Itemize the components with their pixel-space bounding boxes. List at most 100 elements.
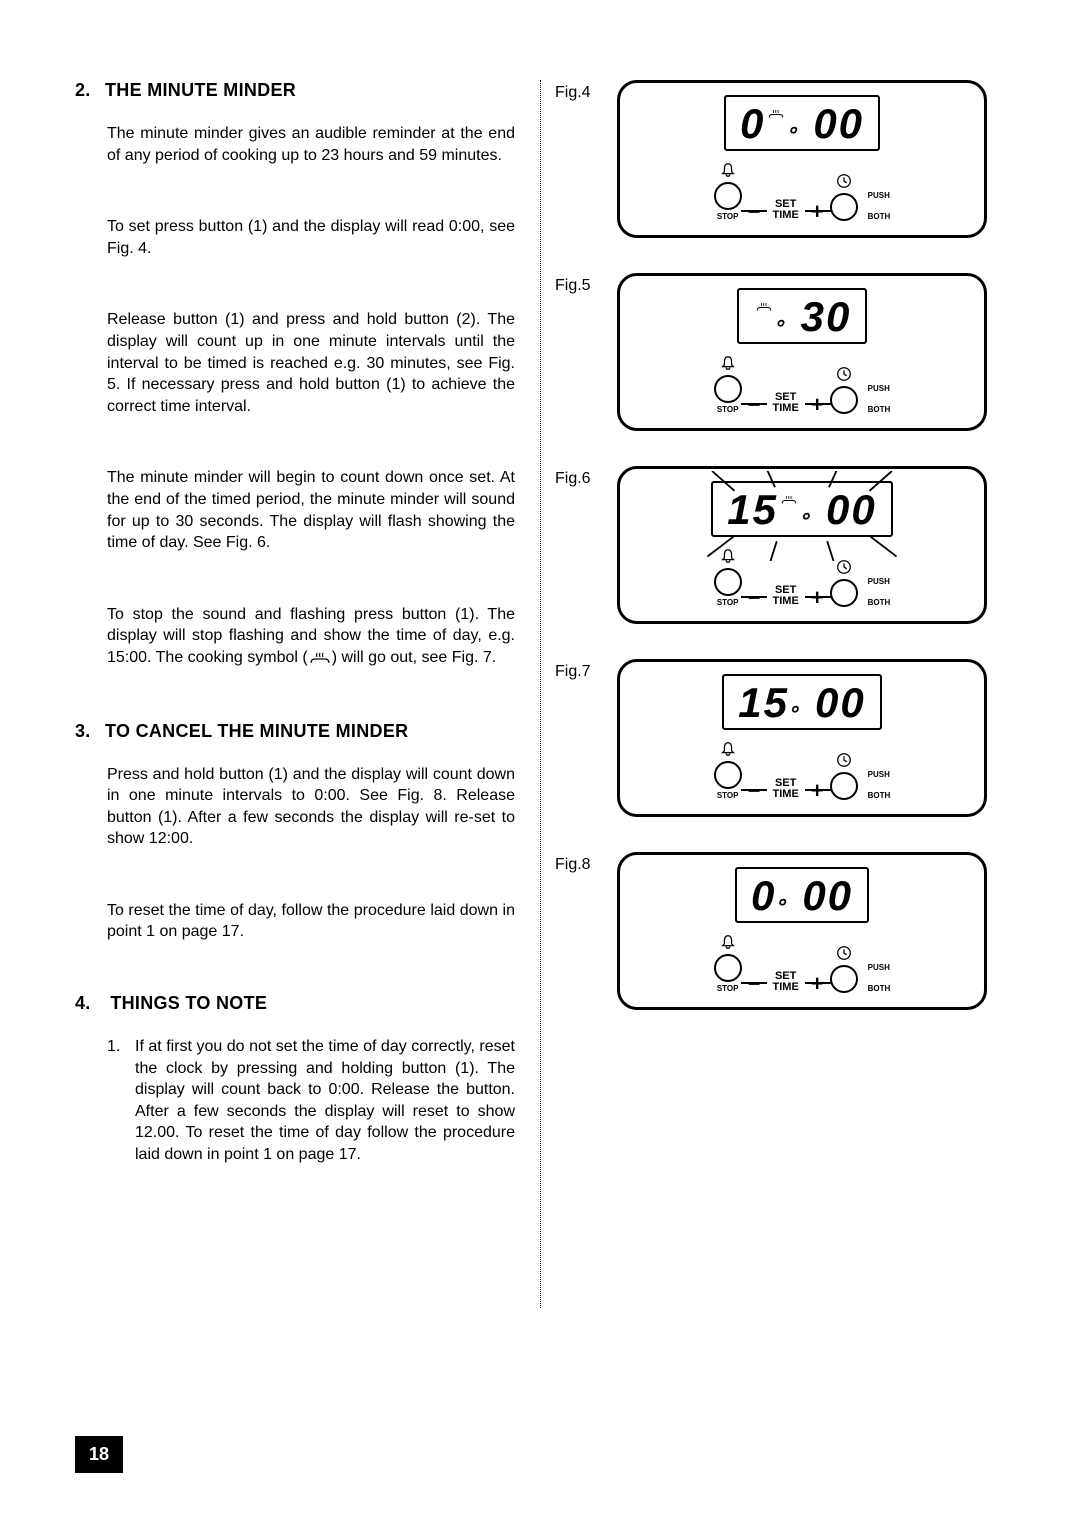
clock-icon — [835, 558, 853, 579]
stop-button-group: STOP — [714, 933, 742, 993]
left-column: 2.THE MINUTE MINDER The minute minder gi… — [75, 80, 515, 1166]
figure-row: Fig.8 0。00 STOP − SETTIME + PUSH — [555, 852, 1005, 1010]
para-2: To set press button (1) and the display … — [107, 216, 515, 259]
stop-button[interactable] — [714, 568, 742, 596]
lcd-digits: 0。00 — [740, 100, 864, 147]
clock-button[interactable] — [830, 772, 858, 800]
lcd-digits: 15。00 — [738, 679, 865, 726]
timer-panel: 15。00 STOP − SETTIME + PUSHBOTH — [617, 659, 987, 817]
plus-label: + — [811, 589, 824, 607]
para-7: To reset the time of day, follow the pro… — [107, 900, 515, 943]
controls-row: STOP − SETTIME + PUSHBOTH — [632, 354, 972, 414]
page-number: 18 — [75, 1436, 123, 1473]
stop-button[interactable] — [714, 761, 742, 789]
heat-icon — [767, 105, 785, 123]
controls-row: STOP − SETTIME + PUSHBOTH — [632, 161, 972, 221]
set-time-label: SETTIME — [767, 585, 805, 607]
section-2-title: 2.THE MINUTE MINDER — [75, 80, 515, 101]
stop-button-group: STOP — [714, 354, 742, 414]
section-4-title: 4. THINGS TO NOTE — [75, 993, 515, 1014]
clock-button-group — [830, 558, 858, 607]
para-1: The minute minder gives an audible remin… — [107, 123, 515, 166]
stop-label: STOP — [717, 984, 739, 993]
clock-button[interactable] — [830, 386, 858, 414]
para-6: Press and hold button (1) and the displa… — [107, 764, 515, 850]
figure-label: Fig.8 — [555, 852, 599, 874]
lcd-digits: 。30 — [753, 293, 852, 340]
controls-row: STOP − SETTIME + PUSHBOTH — [632, 547, 972, 607]
figure-label: Fig.5 — [555, 273, 599, 295]
clock-button-group — [830, 944, 858, 993]
timer-panel: 0。00 STOP − SETTIME + PUSHBOTH — [617, 852, 987, 1010]
para-3: Release button (1) and press and hold bu… — [107, 309, 515, 417]
heat-icon — [780, 491, 798, 509]
figure-row: Fig.6 15。00 STOP − SETTIME + PUS — [555, 466, 1005, 624]
para-5b: ) will go out, see Fig. 7. — [332, 649, 497, 666]
bell-icon — [719, 354, 737, 375]
section-3-num: 3. — [75, 721, 105, 742]
clock-button-group — [830, 365, 858, 414]
push-both-labels: PUSHBOTH — [868, 577, 891, 607]
figure-row: Fig.4 0。00 STOP − SETTIME + PUSH — [555, 80, 1005, 238]
section-4-num: 4. — [75, 993, 105, 1014]
section-3-text: TO CANCEL THE MINUTE MINDER — [105, 721, 408, 741]
figure-label: Fig.7 — [555, 659, 599, 681]
lcd-display: 0。00 — [632, 867, 972, 923]
note-1-text: If at first you do not set the time of d… — [135, 1038, 515, 1163]
cooking-symbol-icon — [308, 649, 332, 671]
controls-row: STOP − SETTIME + PUSHBOTH — [632, 933, 972, 993]
right-column: Fig.4 0。00 STOP − SETTIME + PUSH — [545, 80, 1005, 1166]
timer-panel: 15。00 STOP − SETTIME + PUSHBOTH — [617, 466, 987, 624]
stop-label: STOP — [717, 212, 739, 221]
column-divider — [540, 80, 541, 1308]
section-4-text: THINGS TO NOTE — [110, 993, 267, 1013]
stop-label: STOP — [717, 598, 739, 607]
timer-panel: 0。00 STOP − SETTIME + PUSHBOTH — [617, 80, 987, 238]
note-1: 1. If at first you do not set the time o… — [135, 1036, 515, 1166]
section-2-num: 2. — [75, 80, 105, 101]
bell-icon — [719, 740, 737, 761]
controls-row: STOP − SETTIME + PUSHBOTH — [632, 740, 972, 800]
figure-row: Fig.7 15。00 STOP − SETTIME + PUS — [555, 659, 1005, 817]
lcd-display: 0。00 — [632, 95, 972, 151]
bell-icon — [719, 547, 737, 568]
lcd-digits: 0。00 — [751, 872, 853, 919]
section-3-title: 3.TO CANCEL THE MINUTE MINDER — [75, 721, 515, 742]
stop-button-group: STOP — [714, 547, 742, 607]
clock-button[interactable] — [830, 193, 858, 221]
push-both-labels: PUSHBOTH — [868, 384, 891, 414]
section-2-text: THE MINUTE MINDER — [105, 80, 296, 100]
bell-icon — [719, 161, 737, 182]
push-both-labels: PUSHBOTH — [868, 963, 891, 993]
figure-label: Fig.6 — [555, 466, 599, 488]
para-5: To stop the sound and flashing press but… — [107, 604, 515, 671]
set-time-label: SETTIME — [767, 971, 805, 993]
para-4: The minute minder will begin to count do… — [107, 467, 515, 553]
figure-row: Fig.5 。30 STOP − SETTIME + PUSHB — [555, 273, 1005, 431]
minus-label: − — [748, 589, 761, 607]
clock-button-group — [830, 751, 858, 800]
set-time-label: SETTIME — [767, 778, 805, 800]
stop-button[interactable] — [714, 375, 742, 403]
clock-icon — [835, 944, 853, 965]
clock-icon — [835, 172, 853, 193]
set-time-label: SETTIME — [767, 199, 805, 221]
stop-label: STOP — [717, 405, 739, 414]
clock-button[interactable] — [830, 965, 858, 993]
push-both-labels: PUSHBOTH — [868, 191, 891, 221]
clock-icon — [835, 751, 853, 772]
plus-label: + — [811, 975, 824, 993]
note-1-num: 1. — [107, 1036, 120, 1058]
lcd-display: 15。00 — [632, 674, 972, 730]
stop-label: STOP — [717, 791, 739, 800]
minus-label: − — [748, 203, 761, 221]
minus-label: − — [748, 782, 761, 800]
heat-icon — [755, 298, 773, 316]
stop-button[interactable] — [714, 954, 742, 982]
stop-button-group: STOP — [714, 161, 742, 221]
plus-label: + — [811, 203, 824, 221]
stop-button[interactable] — [714, 182, 742, 210]
lcd-display: 。30 — [632, 288, 972, 344]
clock-button[interactable] — [830, 579, 858, 607]
plus-label: + — [811, 782, 824, 800]
